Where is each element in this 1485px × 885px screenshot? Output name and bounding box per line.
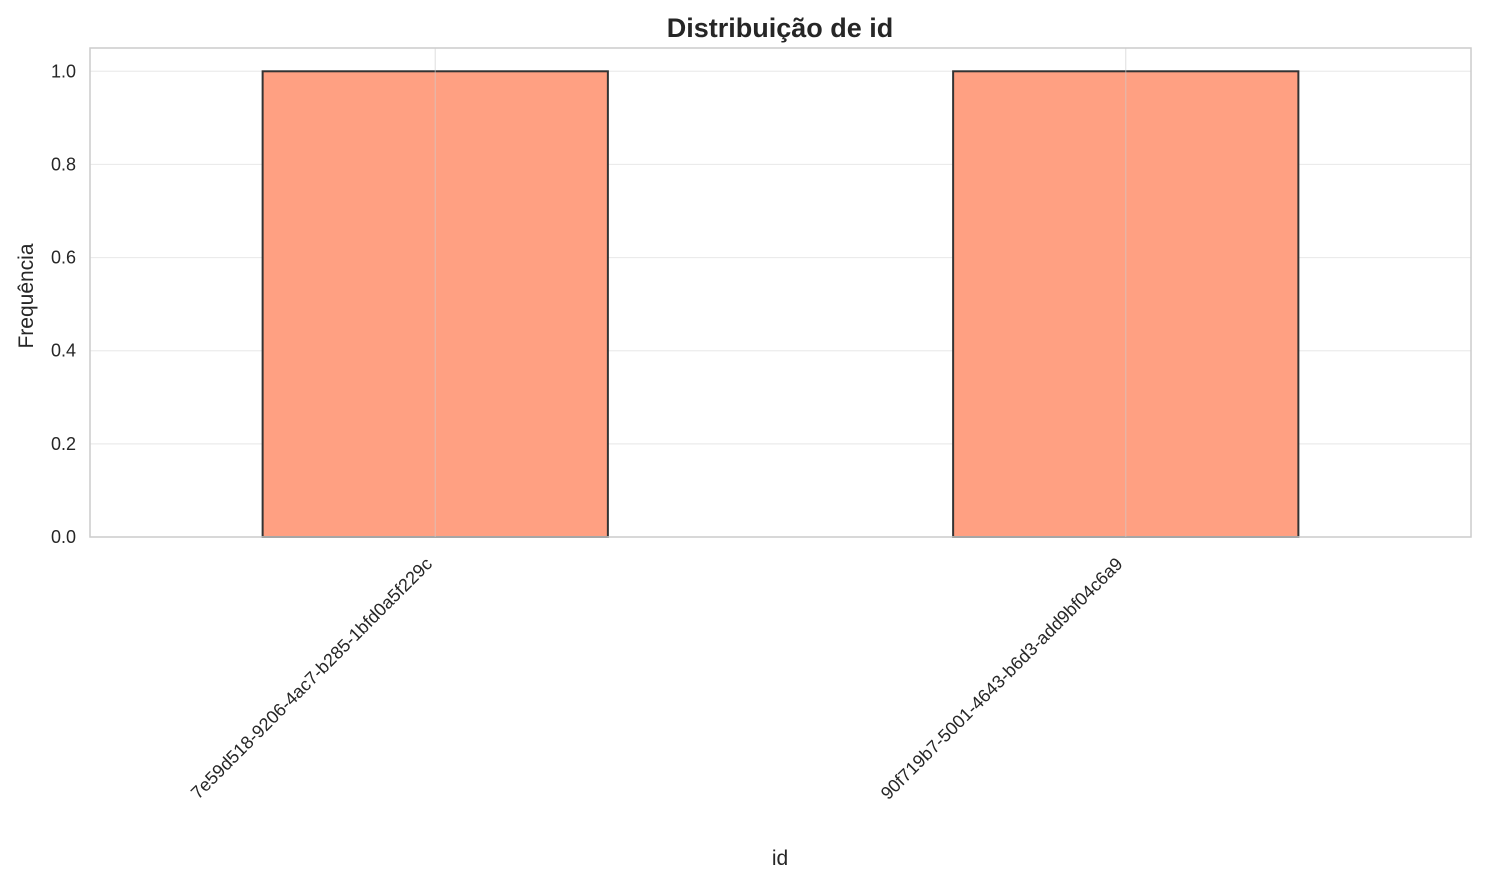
chart-title: Distribuição de id (667, 13, 894, 43)
y-axis-label: Frequência (15, 243, 38, 348)
plot-frame (89, 47, 1472, 538)
x-grid (434, 48, 1127, 537)
x-tick-label: 90f719b7-5001-4643-b6d3-add9bf04c6a9 (877, 554, 1127, 804)
y-tick-label: 0.0 (51, 527, 76, 547)
x-tick-label: 7e59d518-9206-4ac7-b285-1bfd0a5f229c (187, 554, 436, 803)
x-axis-label: id (772, 847, 788, 870)
y-tick-label: 0.4 (51, 341, 76, 361)
x-axis-ticks: 7e59d518-9206-4ac7-b285-1bfd0a5f229c 90f7… (187, 554, 1127, 804)
y-tick-label: 0.6 (51, 248, 76, 268)
bars (261, 70, 1300, 539)
y-tick-label: 0.8 (51, 154, 76, 174)
y-tick-label: 1.0 (51, 61, 76, 81)
y-axis-ticks: 0.0 0.2 0.4 0.6 0.8 1.0 (51, 61, 76, 547)
y-tick-label: 0.2 (51, 434, 76, 454)
